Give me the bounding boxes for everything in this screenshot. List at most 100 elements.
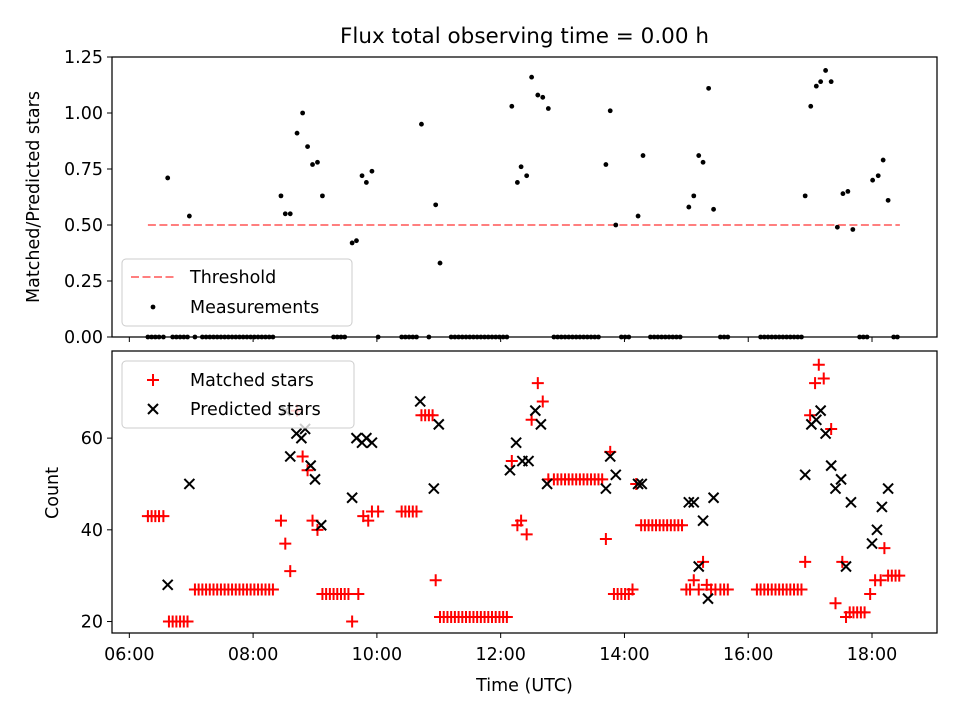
measurement-point [363,180,369,185]
predicted-star-point [799,469,811,481]
matched-star-point [274,514,287,527]
matched-star-point [812,358,825,371]
count-y-axis-label: Count [43,467,63,519]
ratio-y-tick-label: 0.00 [64,328,103,348]
measurement-point [696,153,702,158]
predicted-star-point [845,496,857,509]
count-y-tick-label: 40 [81,521,103,541]
matched-star-point [874,574,887,587]
matched-star-point [687,574,700,587]
measurement-point [808,103,814,109]
predicted-star-point [346,492,358,504]
measurement-point [635,213,641,219]
predicted-star-point [829,482,842,495]
matched-star-point [531,377,544,390]
ratio-plot-area [145,68,900,340]
predicted-star-point [840,560,852,573]
matched-star-point [596,473,609,486]
matched-star-point [372,505,385,518]
matched-star-point [692,583,705,596]
matched-star-point [346,615,359,628]
predicted-star-point [600,482,612,495]
measurement-point [287,211,293,217]
ratio-y-axis: 0.00 0.25 0.50 0.75 1.00 1.25 [64,48,112,348]
matched-star-point [362,514,375,527]
measurement-point [834,224,840,230]
ratio-legend-box [121,258,353,327]
ratio-x-axis [128,337,873,342]
predicted-star-point [304,459,317,472]
measurement-point [828,79,834,85]
matched-star-point [410,505,423,518]
count-plot-area [141,358,906,628]
measurement-point [540,94,546,100]
measurement-point [840,191,846,197]
measurement-point [603,162,609,167]
predicted-star-point [604,450,616,463]
predicted-star-point [161,579,174,591]
measurement-point [640,153,646,158]
measurement-point [524,173,530,179]
ratio-panel: 0.00 0.25 0.50 0.75 1.00 1.25 Matched/Predict… [24,48,938,348]
measurements-legend-marker [150,304,156,310]
measurement-point [813,83,819,89]
count-x-tick-label: 16:00 [723,645,773,665]
matched-star-point [804,409,817,422]
measurement-point [686,204,692,210]
count-y-tick-label: 60 [81,429,103,449]
measurement-point [359,173,365,179]
predicted-star-point [693,560,705,573]
matched-star-point [721,583,734,596]
count-x-tick-label: 10:00 [352,645,402,665]
predicted-star-point [183,478,196,490]
predicted-star-point [707,492,720,504]
measurement-point [310,162,315,167]
measurement-point [691,193,697,199]
matched-star-point [829,597,842,610]
measurement-point [349,240,355,246]
measurement-point [369,168,375,174]
predicted-star-point [428,482,440,495]
threshold-legend-label: Threshold [189,268,276,288]
matched-star-point [426,409,439,422]
count-x-axis: 06:00 08:00 10:00 12:00 14:00 16:00 18:00 [104,633,897,665]
matched-star-point [799,555,812,568]
matched-star-point [893,569,906,582]
predicted-star-point [541,478,553,490]
predicted-star-point [636,478,648,490]
matched-star-point [809,377,822,390]
measurement-point [514,180,520,185]
predicted-star-point [504,464,516,476]
matched-star-point [352,588,365,601]
predicted-legend-label: Predicted stars [190,400,321,420]
measurement-point [294,130,300,136]
matched-star-point [181,615,194,628]
measurement-point [818,79,824,85]
chart-title: Flux total observing time = 0.00 h [340,24,709,49]
count-x-tick-label: 06:00 [104,645,154,665]
measurement-point [320,193,325,199]
matched-star-point [279,537,292,550]
predicted-star-point [876,501,888,513]
predicted-star-point [535,418,547,431]
predicted-star-point [309,473,321,486]
matched-star-point [599,533,612,545]
matched-legend-marker [147,374,159,386]
matched-star-point [858,606,871,619]
measurement-point [535,92,541,98]
matched-star-point [301,464,314,477]
count-legend: Matched stars Predicted stars [121,360,355,429]
ratio-y-tick-label: 0.50 [64,216,103,236]
measurement-point [706,85,712,91]
predicted-star-point [814,404,827,417]
measurement-point [518,164,524,170]
matched-star-point [536,395,549,408]
ratio-y-tick-label: 1.25 [64,48,103,68]
matched-star-point [626,583,639,596]
measurement-point [885,197,891,203]
count-y-axis: 20 40 60 [81,429,112,633]
predicted-star-point [366,436,378,449]
predicted-star-point [810,414,823,426]
count-x-tick-label: 12:00 [475,645,525,665]
